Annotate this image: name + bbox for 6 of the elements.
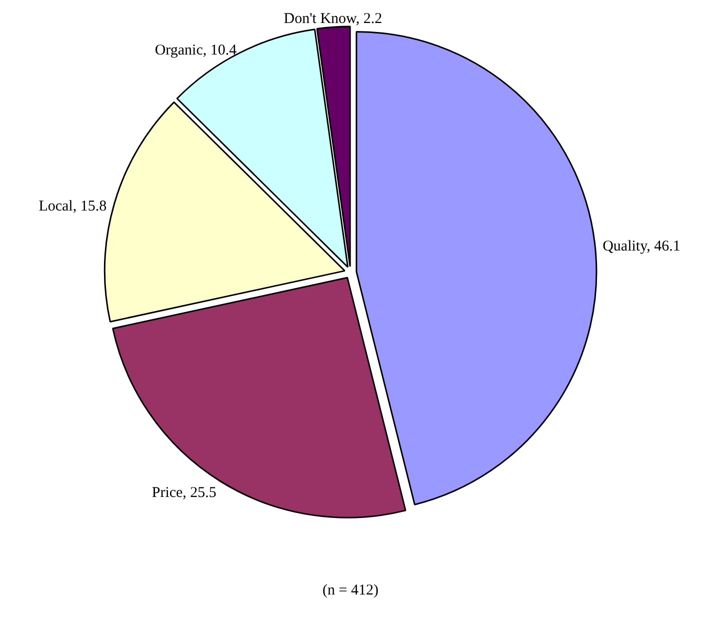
slice-label: Organic, 10.4 <box>154 42 238 58</box>
slice-label: Local, 15.8 <box>38 198 107 215</box>
text: (n = 412) <box>322 582 378 598</box>
slice-label: Price, 25.5 <box>152 485 216 502</box>
slice-label: Don't Know, 2.2 <box>284 11 382 28</box>
slice-label: Quality, 46.1 <box>602 238 680 254</box>
